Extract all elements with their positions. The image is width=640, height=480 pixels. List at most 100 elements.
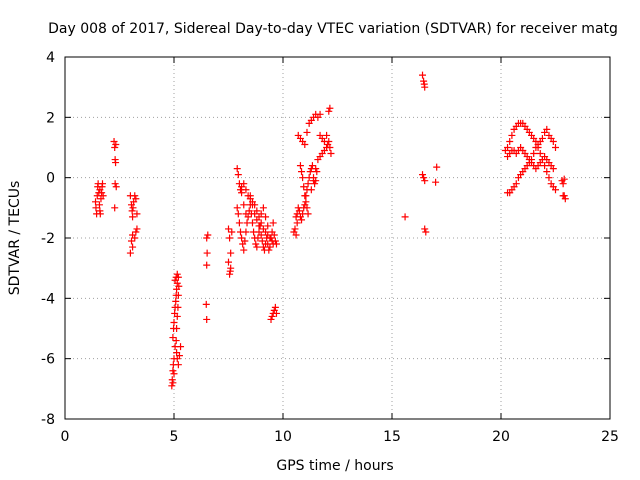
data-point: [559, 192, 567, 200]
data-point: [172, 337, 180, 345]
data-point: [421, 177, 429, 185]
data-point: [303, 128, 311, 136]
data-point: [559, 180, 567, 188]
data-point: [174, 291, 182, 299]
data-point: [421, 225, 429, 233]
data-point: [204, 231, 212, 239]
data-point: [129, 243, 137, 251]
data-point: [171, 276, 179, 284]
data-point: [552, 186, 559, 194]
data-point: [272, 309, 280, 317]
data-point: [258, 237, 266, 245]
data-point: [131, 192, 139, 200]
data-point: [252, 240, 260, 248]
data-point: [262, 213, 270, 221]
data-point: [203, 315, 211, 323]
data-point: [174, 361, 182, 369]
data-point: [296, 162, 304, 170]
data-point: [301, 140, 309, 148]
data-point: [266, 243, 274, 251]
data-point: [242, 228, 250, 236]
data-point: [92, 198, 100, 206]
data-point: [307, 186, 315, 194]
data-point: [302, 198, 310, 206]
data-point: [253, 243, 261, 251]
data-point: [225, 225, 232, 233]
data-point: [271, 237, 279, 245]
data-point: [169, 379, 177, 387]
data-point: [242, 186, 250, 194]
data-point: [127, 237, 135, 245]
data-point: [92, 204, 100, 212]
data-point: [240, 201, 248, 209]
y-tick-label: 4: [46, 50, 55, 66]
data-point: [126, 249, 134, 257]
data-point: [312, 165, 320, 173]
data-point: [238, 189, 246, 197]
data-point: [308, 162, 316, 170]
data-point: [306, 168, 314, 176]
data-point: [310, 177, 318, 185]
data-point: [532, 137, 540, 145]
data-points: [92, 71, 569, 390]
data-point: [265, 246, 273, 254]
data-point: [93, 192, 101, 200]
data-point: [175, 352, 183, 360]
data-point: [271, 303, 279, 311]
data-point: [298, 168, 306, 176]
data-point: [259, 204, 267, 212]
data-point: [257, 231, 265, 239]
data-point: [203, 234, 211, 242]
data-point: [129, 204, 137, 212]
data-point: [316, 110, 324, 118]
data-point: [270, 231, 278, 239]
axes: 0 5 10 15 20 25 -8 -6 -4 -2 0 2 4: [41, 50, 619, 445]
data-point: [202, 300, 210, 308]
data-point: [534, 144, 542, 151]
data-point: [172, 297, 180, 305]
y-tick-label: 0: [46, 171, 55, 187]
data-point: [242, 210, 250, 218]
data-point: [549, 137, 557, 145]
y-axis-label: SDTVAR / TECUs: [7, 181, 23, 296]
data-point: [291, 225, 299, 233]
grid-lines: [65, 57, 610, 419]
data-point: [311, 180, 319, 188]
data-point: [226, 267, 234, 275]
data-point: [173, 270, 181, 278]
data-point: [327, 150, 335, 158]
data-point: [508, 131, 516, 139]
data-point: [530, 150, 538, 158]
data-point: [111, 180, 119, 188]
data-point: [132, 228, 140, 236]
data-point: [248, 201, 256, 209]
data-point: [420, 174, 428, 182]
data-point: [326, 144, 334, 151]
data-point: [173, 325, 181, 332]
y-tick-label: 2: [46, 110, 55, 126]
plot-frame: [64, 56, 611, 420]
data-point: [233, 165, 241, 173]
data-point: [174, 303, 182, 311]
data-point: [251, 210, 259, 218]
data-point: [512, 180, 520, 188]
data-point: [234, 210, 242, 218]
data-point: [543, 168, 551, 176]
data-point: [295, 207, 303, 215]
data-point: [325, 107, 333, 115]
data-point: [419, 71, 427, 79]
x-tick-label: 10: [274, 429, 292, 445]
data-point: [95, 201, 103, 209]
data-point: [268, 312, 276, 320]
data-point: [326, 104, 334, 112]
data-point: [316, 131, 324, 139]
data-point: [303, 204, 311, 212]
data-point: [433, 163, 441, 171]
data-point: [545, 174, 553, 182]
data-point: [235, 219, 243, 227]
y-tick-label: -2: [41, 231, 55, 247]
y-tick-label: -4: [41, 291, 55, 307]
y-tick-label: -8: [41, 412, 55, 428]
